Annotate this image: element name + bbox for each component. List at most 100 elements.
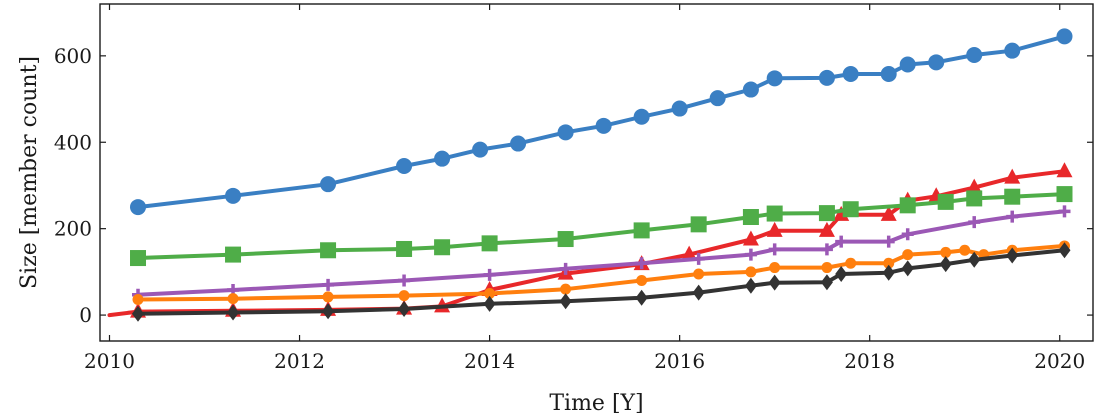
x-tick-label: 2018 [844,349,895,373]
data-point [845,257,857,269]
data-point [690,216,707,233]
data-point [559,293,572,310]
series-line [136,192,1067,260]
data-point [940,246,952,258]
data-point [744,277,757,294]
data-point [692,252,705,265]
data-point [396,240,413,257]
x-axis-label: Time [Y] [549,391,643,416]
y-axis-label: Size [member count] [17,56,42,289]
data-point [398,290,410,302]
data-point [434,239,451,256]
series-1 [107,162,1073,318]
data-point [1006,247,1019,264]
data-point [633,108,650,125]
data-point [899,197,916,214]
x-tick-label: 2020 [1034,349,1085,373]
data-point [928,54,945,71]
data-point [227,293,239,305]
data-point [635,257,648,270]
data-point [398,301,411,318]
series-line [136,34,1067,210]
data-point [472,141,489,158]
x-tick-label: 2010 [84,349,135,373]
series-0 [130,28,1073,216]
x-tick-label: 2016 [654,349,705,373]
data-point [320,176,337,193]
data-point [835,266,848,283]
data-point [692,284,705,301]
data-point [510,135,527,152]
data-point [225,246,242,263]
data-point [559,262,572,275]
data-point [398,274,411,287]
data-point [968,216,981,229]
data-point [842,201,859,218]
data-point [766,205,783,222]
data-point [769,262,781,274]
data-point [768,274,781,291]
data-point [130,250,147,267]
data-point [320,242,337,259]
data-point [130,199,147,216]
data-point [1006,210,1019,223]
data-point [1056,28,1073,45]
data-point [966,178,983,194]
data-point [882,264,895,281]
data-point [818,69,835,86]
data-point [766,70,783,87]
data-point [483,268,496,281]
data-point [899,56,916,73]
data-point [396,158,413,175]
data-point [959,244,971,256]
data-point [1056,162,1073,178]
y-tick-label: 400 [54,130,92,154]
data-point [966,46,983,63]
data-point [818,205,835,222]
data-point [966,190,983,207]
data-point [818,221,835,237]
y-tick-label: 0 [79,303,92,327]
data-point [484,287,496,299]
data-point [901,228,914,241]
y-tick-label: 600 [54,44,92,68]
y-tick-label: 200 [54,217,92,241]
x-tick-label: 2014 [464,349,515,373]
data-point [742,230,759,246]
data-point [835,235,848,248]
data-point [633,222,650,239]
data-point [483,295,496,312]
data-point [227,304,240,321]
data-point [434,150,451,167]
data-point [880,205,897,221]
series-2 [130,186,1073,267]
data-point [225,187,242,204]
axis-ticks: 2010 2012 2014 2016 2018 2020 0 200 400 600 [54,4,1093,373]
data-point [709,90,726,107]
data-point [820,274,833,291]
data-point [636,275,648,287]
data-point [1058,242,1071,259]
data-point [1004,42,1021,59]
data-point [595,117,612,134]
data-point [635,289,648,306]
data-point [132,305,145,322]
data-point [768,243,781,256]
data-point [821,262,833,274]
data-point [742,209,759,226]
data-point [742,81,759,98]
data-point [744,248,757,261]
series-5 [132,242,1071,322]
data-point [883,257,895,269]
data-point [745,266,757,278]
data-point [901,260,914,277]
data-point [937,193,954,210]
data-point [902,249,914,261]
data-point [968,251,981,268]
data-point [820,243,833,256]
x-tick-label: 2012 [274,349,325,373]
data-point [693,268,705,280]
data-point [1004,188,1021,205]
data-point [557,231,574,248]
